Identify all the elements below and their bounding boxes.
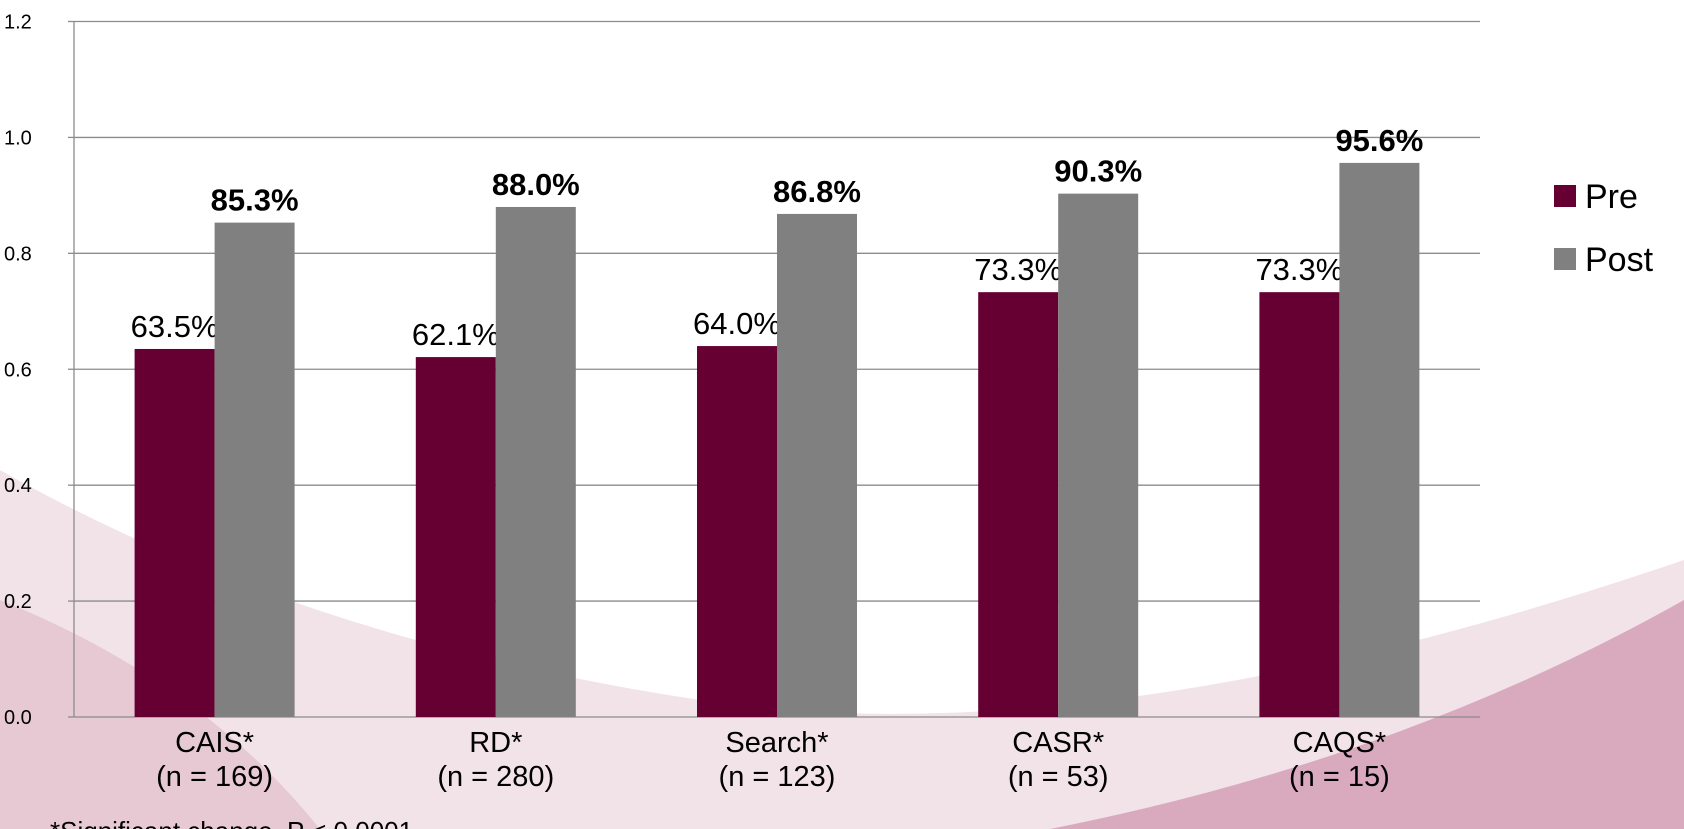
background-swoosh-dark: [1050, 600, 1684, 829]
y-tick-label: 0.6: [4, 359, 32, 381]
plot: 0.0 0.2 0.4 0.6 0.8 1.0 1.2 CAIS*(n = 169) 63.5%…: [4, 12, 1654, 829]
bar: [134, 348, 215, 717]
x-tick-label: CAQS*: [1293, 727, 1386, 759]
background-swoosh: [0, 470, 1684, 829]
y-tick-label: 0.0: [4, 707, 32, 729]
bar: [214, 222, 295, 717]
x-tick-label: (n = 280): [437, 761, 554, 793]
legend-label: Post: [1585, 241, 1654, 279]
value-label: 85.3%: [211, 183, 299, 218]
y-tick-label: 0.2: [4, 591, 32, 613]
y-tick-label: 0.4: [4, 475, 32, 497]
x-tick-label: CASR*: [1012, 727, 1104, 759]
bar: [415, 357, 496, 717]
value-label: 86.8%: [773, 174, 861, 209]
x-tick-label: (n = 123): [719, 761, 836, 793]
value-label: 90.3%: [1054, 154, 1142, 189]
value-label: 73.3%: [1255, 252, 1343, 287]
value-label: 88.0%: [492, 167, 580, 202]
y-tick-label: 0.8: [4, 243, 32, 265]
value-label: 73.3%: [974, 252, 1062, 287]
x-tick-label: Search*: [725, 727, 828, 759]
bar: [495, 206, 576, 717]
bar: [1058, 193, 1139, 718]
y-tick-label: 1.0: [4, 127, 32, 149]
bar: [777, 213, 857, 717]
legend-swatch: [1554, 248, 1576, 270]
bar: [1259, 292, 1340, 717]
y-tick-label: 1.2: [4, 12, 32, 34]
bar: [697, 346, 777, 717]
value-label: 95.6%: [1335, 123, 1423, 158]
value-label: 64.0%: [693, 306, 781, 341]
bar: [1339, 162, 1420, 717]
legend-label: Pre: [1585, 178, 1638, 216]
x-tick-label: (n = 15): [1289, 761, 1390, 793]
bar: [978, 292, 1059, 717]
legend-swatch: [1554, 185, 1576, 207]
x-tick-label: (n = 169): [156, 761, 273, 793]
x-tick-label: (n = 53): [1008, 761, 1109, 793]
value-label: 63.5%: [131, 309, 219, 344]
footnote: *Significant change, P < 0.0001: [50, 816, 413, 829]
x-tick-label: RD*: [469, 727, 522, 759]
x-tick-label: CAIS*: [175, 727, 254, 759]
value-label: 62.1%: [412, 317, 500, 352]
